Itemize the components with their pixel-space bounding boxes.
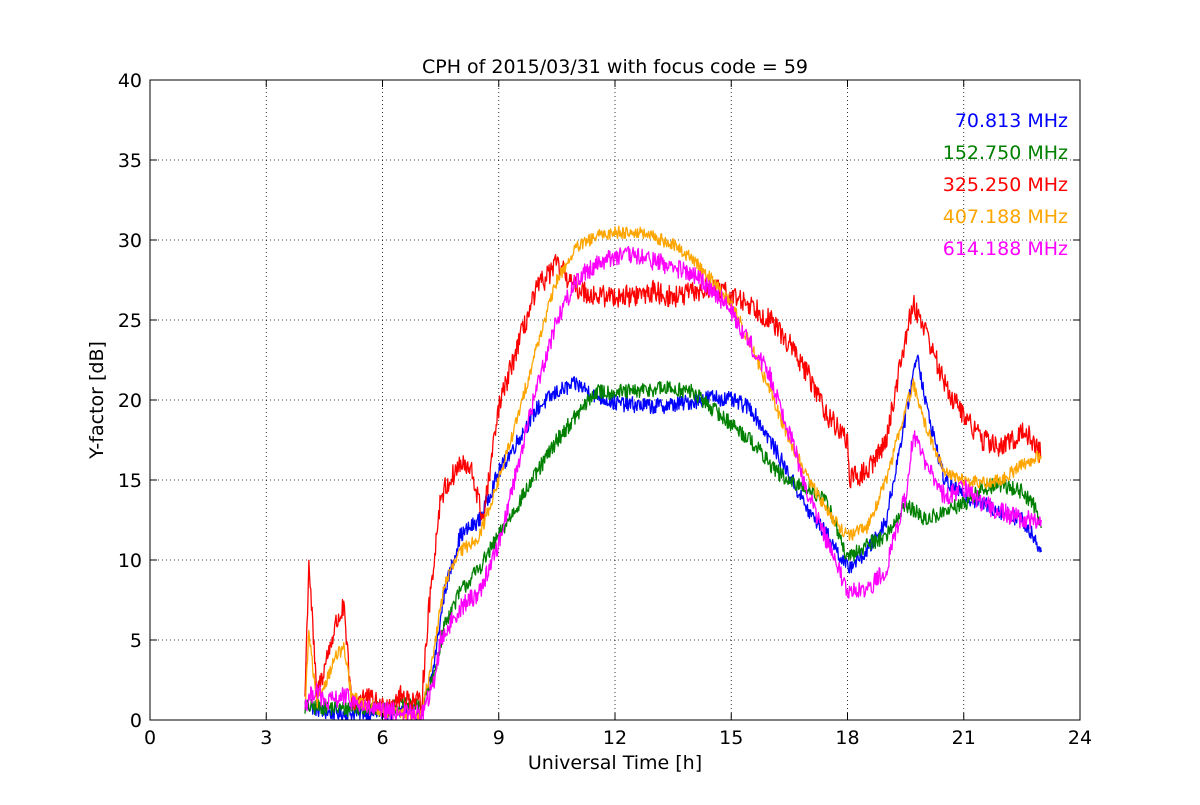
- axis-ticks: [149, 79, 1081, 721]
- legend-entry: 70.813 MHz: [955, 110, 1068, 132]
- y-tick-label: 35: [118, 150, 142, 172]
- y-tick-label: 25: [118, 310, 142, 332]
- x-tick-label: 15: [719, 727, 743, 749]
- x-axis-label: Universal Time [h]: [528, 752, 702, 774]
- x-tick-label: 6: [376, 727, 388, 749]
- x-tick-label: 18: [835, 727, 859, 749]
- chart-title: CPH of 2015/03/31 with focus code = 59: [422, 56, 808, 78]
- x-tick-label: 0: [144, 727, 156, 749]
- legend: 70.813 MHz 152.750 MHz 325.250 MHz 407.188 …: [943, 110, 1068, 260]
- series-line: [304, 245, 1042, 720]
- y-axis-label: Y-factor [dB]: [86, 341, 108, 460]
- x-tick-label: 12: [603, 727, 627, 749]
- series-lines: [304, 225, 1042, 720]
- legend-entry: 614.188 MHz: [943, 238, 1068, 260]
- legend-entry: 152.750 MHz: [943, 142, 1068, 164]
- x-tick-label: 3: [260, 727, 272, 749]
- y-tick-label: 40: [118, 70, 142, 92]
- series-line: [304, 225, 1042, 720]
- y-tick-labels: 0 5 10 15 20 25 30 35 40: [118, 70, 142, 732]
- y-tick-label: 30: [118, 230, 142, 252]
- y-tick-label: 15: [118, 470, 142, 492]
- x-tick-labels: 0 3 6 9 12 15 18 21 24: [144, 727, 1092, 749]
- x-tick-label: 21: [952, 727, 976, 749]
- x-tick-label: 9: [493, 727, 505, 749]
- y-tick-label: 10: [118, 550, 142, 572]
- x-tick-label: 24: [1068, 727, 1092, 749]
- legend-entry: 325.250 MHz: [943, 174, 1068, 196]
- series-line: [304, 253, 1042, 717]
- legend-entry: 407.188 MHz: [943, 206, 1068, 228]
- y-tick-label: 0: [130, 710, 142, 732]
- y-tick-label: 20: [118, 390, 142, 412]
- y-tick-label: 5: [130, 630, 142, 652]
